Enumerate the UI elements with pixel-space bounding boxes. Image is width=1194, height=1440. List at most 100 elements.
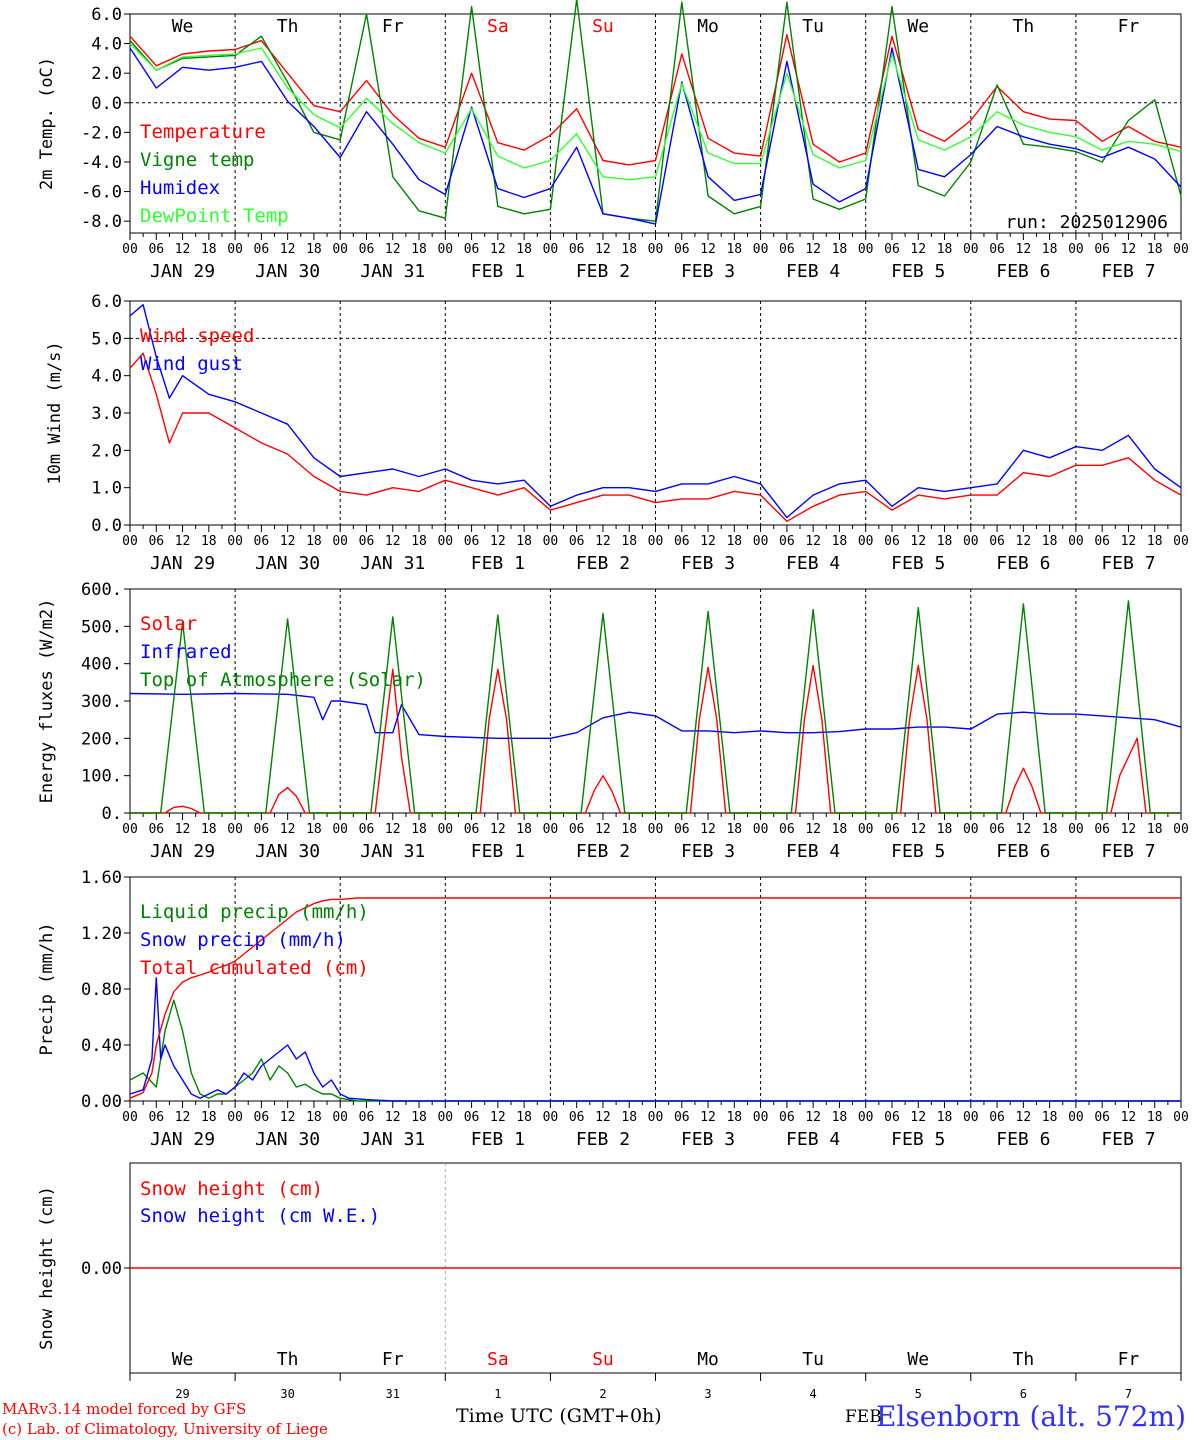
hour-label: 06 — [884, 534, 900, 549]
date-label: FEB 7 — [1101, 841, 1155, 862]
weekday-label: Su — [592, 1349, 614, 1370]
hour-label: 18 — [832, 1110, 848, 1125]
hour-label: 18 — [621, 534, 637, 549]
date-label: FEB 6 — [996, 841, 1050, 862]
hour-label: 06 — [779, 822, 795, 837]
day-number-label: 30 — [280, 1387, 294, 1401]
hour-label: 06 — [148, 822, 164, 837]
hour-label: 12 — [1016, 822, 1032, 837]
hour-label: 00 — [963, 534, 979, 549]
hour-label: 06 — [779, 534, 795, 549]
day-number-label: 29 — [175, 1387, 189, 1401]
legend-entry: Snow height (cm W.E.) — [140, 1205, 380, 1227]
hour-label: 00 — [1173, 534, 1189, 549]
date-label: JAN 29 — [150, 1129, 215, 1150]
hour-label: 06 — [464, 534, 480, 549]
hour-label: 18 — [621, 822, 637, 837]
hour-label: 12 — [910, 242, 926, 257]
weekday-label: Th — [277, 1349, 299, 1370]
weekday-label: Sa — [487, 1349, 509, 1370]
hour-label: 18 — [1042, 1110, 1058, 1125]
hour-label: 18 — [411, 242, 427, 257]
y-tick-label: -4.0 — [81, 153, 122, 173]
legend-entry: Wind speed — [140, 325, 254, 347]
weekday-label: Fr — [1118, 16, 1140, 37]
hour-label: 12 — [1121, 534, 1137, 549]
weekday-label: Th — [1013, 16, 1035, 37]
hour-label: 12 — [910, 534, 926, 549]
y-tick-label: 5.0 — [91, 329, 122, 349]
legend-entry: Top of Atmosphere (Solar) — [140, 669, 426, 691]
hour-label: 18 — [411, 822, 427, 837]
series-line — [129, 352, 1182, 522]
hour-label: 12 — [385, 1110, 401, 1125]
date-label: FEB 1 — [471, 261, 525, 282]
hour-label: 00 — [332, 534, 348, 549]
hour-label: 12 — [490, 822, 506, 837]
hour-label: 00 — [1068, 1110, 1084, 1125]
hour-label: 00 — [648, 242, 664, 257]
hour-label: 06 — [1094, 822, 1110, 837]
hour-label: 18 — [201, 534, 217, 549]
hour-label: 00 — [648, 1110, 664, 1125]
y-tick-label: -2.0 — [81, 123, 122, 143]
hour-label: 06 — [148, 534, 164, 549]
hour-label: 12 — [175, 242, 191, 257]
y-tick-label: 600. — [81, 580, 122, 600]
day-number-label: 6 — [1020, 1387, 1027, 1401]
hour-label: 06 — [1094, 534, 1110, 549]
hour-label: 18 — [937, 534, 953, 549]
date-label: JAN 31 — [360, 841, 425, 862]
y-axis-label: Precip (mm/h) — [37, 922, 57, 1055]
hour-label: 00 — [1173, 242, 1189, 257]
hour-label: 06 — [989, 1110, 1005, 1125]
hour-label: 12 — [805, 242, 821, 257]
date-label: FEB 4 — [786, 553, 840, 574]
hour-label: 00 — [437, 534, 453, 549]
hour-label: 18 — [516, 534, 532, 549]
hour-label: 06 — [884, 822, 900, 837]
hour-label: 00 — [753, 1110, 769, 1125]
hour-label: 12 — [175, 534, 191, 549]
day-number-label: 7 — [1125, 1387, 1132, 1401]
legend-entry: DewPoint Temp — [140, 205, 289, 227]
hour-label: 18 — [411, 1110, 427, 1125]
hour-label: 12 — [700, 534, 716, 549]
weekday-label: Th — [1013, 1349, 1035, 1370]
y-tick-label: 0.0 — [91, 516, 122, 536]
hour-label: 12 — [910, 1110, 926, 1125]
weekday-label: Fr — [382, 1349, 404, 1370]
hour-label: 00 — [332, 242, 348, 257]
hour-label: 06 — [254, 534, 270, 549]
y-tick-label: 1.0 — [91, 479, 122, 499]
hour-label: 00 — [753, 822, 769, 837]
hour-label: 12 — [280, 1110, 296, 1125]
hour-label: 00 — [227, 242, 243, 257]
hour-label: 06 — [359, 242, 375, 257]
hour-label: 12 — [910, 822, 926, 837]
hour-label: 06 — [884, 1110, 900, 1125]
date-label: FEB 4 — [786, 261, 840, 282]
legend-entry: Snow precip (mm/h) — [140, 929, 346, 951]
hour-label: 00 — [858, 822, 874, 837]
hour-label: 18 — [1042, 242, 1058, 257]
hour-label: 06 — [674, 242, 690, 257]
month-label: FEB — [845, 1407, 882, 1427]
y-tick-label: 0.00 — [81, 1092, 122, 1112]
hour-label: 06 — [148, 1110, 164, 1125]
hour-label: 06 — [884, 242, 900, 257]
y-tick-label: -8.0 — [81, 212, 122, 232]
y-tick-label: 6.0 — [91, 5, 122, 25]
hour-label: 06 — [674, 1110, 690, 1125]
copyright-credit: (c) Lab. of Climatology, University of L… — [2, 1420, 328, 1438]
date-label: JAN 29 — [150, 261, 215, 282]
date-label: FEB 4 — [786, 841, 840, 862]
hour-label: 00 — [437, 822, 453, 837]
hour-label: 18 — [726, 1110, 742, 1125]
hour-label: 06 — [989, 534, 1005, 549]
y-tick-label: 1.20 — [81, 924, 122, 944]
hour-label: 06 — [254, 1110, 270, 1125]
weekday-label: Fr — [1118, 1349, 1140, 1370]
y-tick-label: 500. — [81, 617, 122, 637]
hour-label: 18 — [832, 242, 848, 257]
